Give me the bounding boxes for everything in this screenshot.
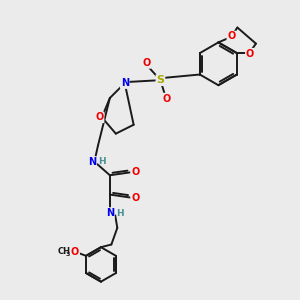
Text: H: H: [99, 158, 106, 166]
Text: O: O: [95, 112, 104, 122]
Text: H: H: [116, 208, 124, 217]
Text: O: O: [162, 94, 170, 103]
Text: 3: 3: [66, 251, 70, 256]
Text: N: N: [121, 78, 129, 88]
Text: O: O: [246, 49, 254, 59]
Text: N: N: [88, 157, 96, 167]
Text: O: O: [71, 247, 79, 257]
Text: CH: CH: [58, 247, 70, 256]
Text: O: O: [227, 32, 236, 41]
Text: O: O: [131, 193, 139, 202]
Text: S: S: [156, 75, 164, 85]
Text: N: N: [106, 208, 114, 218]
Text: O: O: [131, 167, 139, 177]
Text: O: O: [142, 58, 151, 68]
